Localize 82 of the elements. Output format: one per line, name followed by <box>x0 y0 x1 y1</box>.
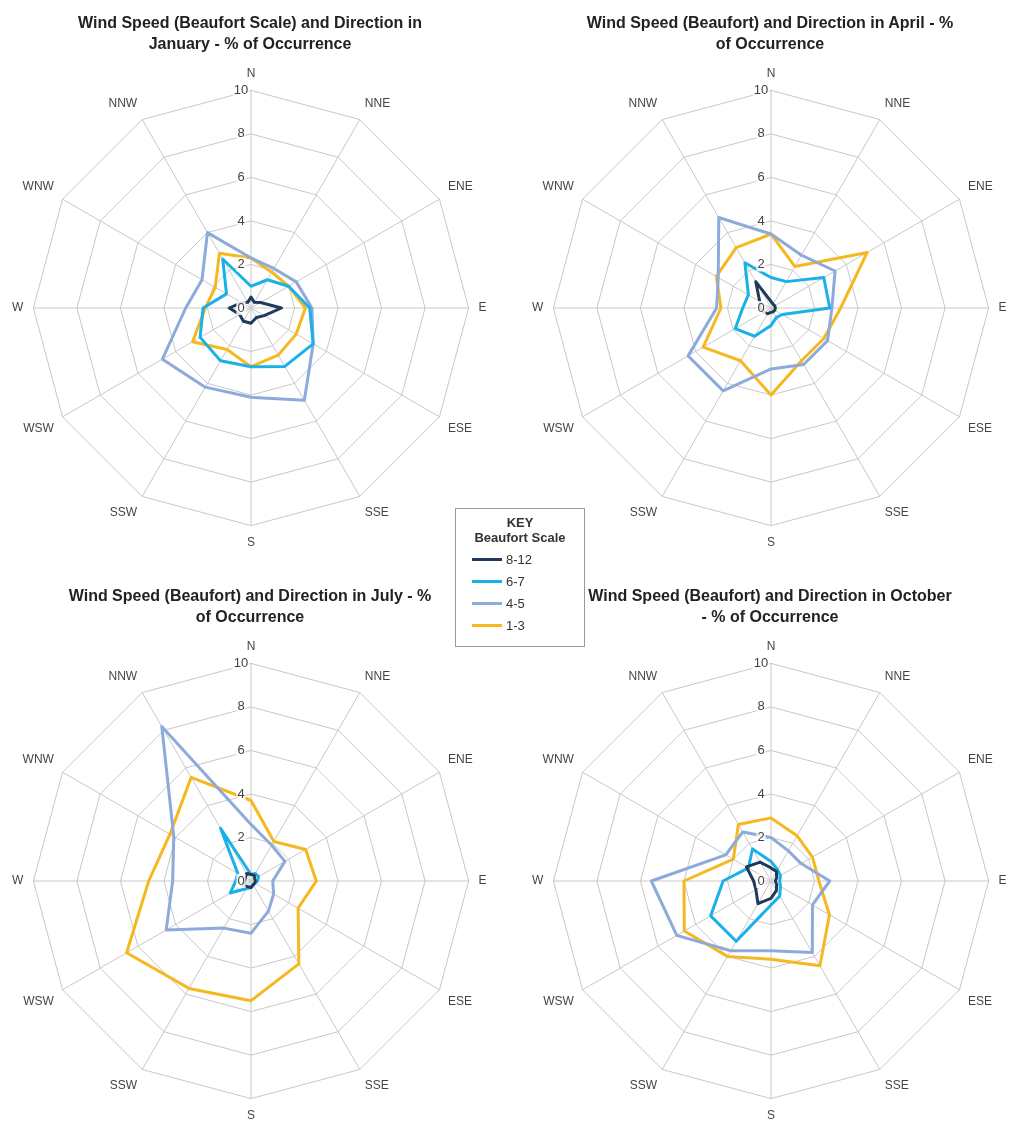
y-tick-label: 8 <box>757 125 765 141</box>
spoke-label: WSW <box>543 421 575 436</box>
chart-title: Wind Speed (Beaufort) and Direction in April - % of Occurrence <box>585 13 955 54</box>
spoke-label: E <box>478 300 487 315</box>
spoke-label: N <box>766 65 776 80</box>
y-tick-label: 10 <box>753 81 769 97</box>
spoke-label: SSE <box>364 1077 389 1092</box>
spoke-label: SSW <box>629 1077 658 1092</box>
chart-title: Wind Speed (Beaufort) and Direction in October - % of Occurrence <box>587 586 953 627</box>
spoke-label: N <box>766 638 776 653</box>
spoke-label: SSW <box>629 504 658 519</box>
spoke-label: SSW <box>109 1077 138 1092</box>
spoke-label: ESE <box>968 994 993 1009</box>
y-tick-label: 2 <box>237 829 245 845</box>
spoke-label: W <box>532 300 545 315</box>
legend-title: Beaufort Scale <box>473 530 567 545</box>
spoke-label: WNW <box>22 752 55 767</box>
spoke-label: S <box>766 535 776 550</box>
y-tick-label: 2 <box>757 829 765 845</box>
spoke-label: SSW <box>109 504 138 519</box>
y-tick-label: 0 <box>757 872 765 888</box>
y-tick-label: 4 <box>757 212 765 228</box>
spoke-label: NNE <box>364 669 391 684</box>
y-tick-label: 0 <box>237 872 245 888</box>
y-tick-label: 10 <box>233 81 249 97</box>
spoke-label: NNW <box>108 96 138 111</box>
spoke-label: E <box>998 300 1007 315</box>
spoke-label: W <box>532 873 545 888</box>
spoke-label: WSW <box>543 994 575 1009</box>
y-tick-label: 8 <box>757 698 765 714</box>
y-tick-label: 2 <box>237 256 245 272</box>
spoke-label: S <box>246 1108 256 1123</box>
chart-title: Wind Speed (Beaufort) and Direction in July - % of Occurrence <box>67 586 433 627</box>
spoke-label: S <box>766 1108 776 1123</box>
spoke-label: N <box>246 638 256 653</box>
spoke-label: N <box>246 65 256 80</box>
y-tick-label: 8 <box>237 125 245 141</box>
text: KEY <box>505 515 535 530</box>
y-tick-label: 10 <box>753 654 769 670</box>
spoke-label: W <box>12 873 25 888</box>
y-tick-label: 2 <box>757 256 765 272</box>
spoke-label: WNW <box>22 179 55 194</box>
chart-title: Wind Speed (Beaufort Scale) and Direction in January - % of Occurrence <box>77 13 423 54</box>
spoke-label: NNW <box>108 669 138 684</box>
y-tick-label: 0 <box>757 299 765 315</box>
spoke-label: NNE <box>884 96 911 111</box>
legend-label: 8-12 <box>506 552 533 567</box>
spoke-label: S <box>246 535 256 550</box>
spoke-label: ENE <box>968 179 993 194</box>
y-tick-label: 6 <box>237 169 245 185</box>
spoke-label: ESE <box>968 421 993 436</box>
spoke-label: WNW <box>542 179 575 194</box>
y-tick-label: 4 <box>757 785 765 801</box>
spoke-label: ENE <box>968 752 993 767</box>
legend-label: 4-5 <box>506 596 525 611</box>
y-tick-label: 4 <box>237 785 245 801</box>
spoke-label: SSE <box>364 504 389 519</box>
y-tick-label: 4 <box>237 212 245 228</box>
spoke-label: NNW <box>628 669 658 684</box>
spoke-label: NNE <box>884 669 911 684</box>
y-tick-label: 6 <box>237 742 245 758</box>
legend-label: 6-7 <box>506 574 525 589</box>
spoke-label: ESE <box>448 994 473 1009</box>
spoke-label: NNE <box>364 96 391 111</box>
y-tick-label: 0 <box>237 299 245 315</box>
legend-label: 1-3 <box>506 618 525 633</box>
spoke-label: E <box>998 873 1007 888</box>
spoke-label: WSW <box>23 421 55 436</box>
spoke-label: SSE <box>884 504 909 519</box>
spoke-label: WSW <box>23 994 55 1009</box>
spoke-label: E <box>478 873 487 888</box>
y-tick-label: 8 <box>237 698 245 714</box>
y-tick-label: 10 <box>233 654 249 670</box>
spoke-label: ENE <box>448 179 473 194</box>
spoke-label: W <box>12 300 25 315</box>
spoke-label: WNW <box>542 752 575 767</box>
spoke-label: ESE <box>448 421 473 436</box>
spoke-label: SSE <box>884 1077 909 1092</box>
y-tick-label: 6 <box>757 169 765 185</box>
spoke-label: NNW <box>628 96 658 111</box>
y-tick-label: 6 <box>757 742 765 758</box>
spoke-label: ENE <box>448 752 473 767</box>
